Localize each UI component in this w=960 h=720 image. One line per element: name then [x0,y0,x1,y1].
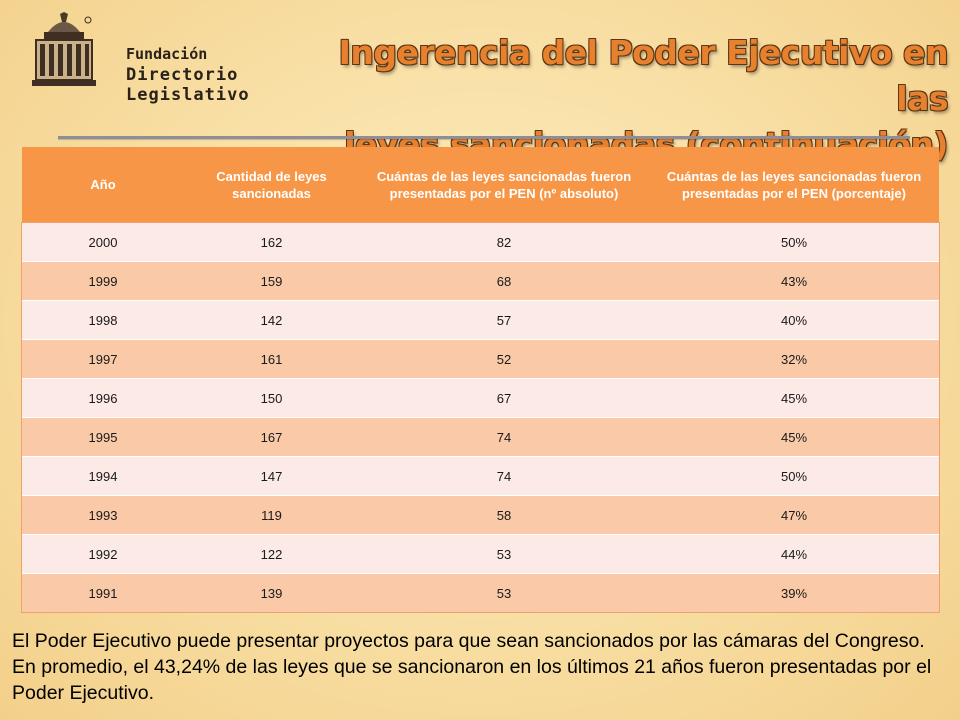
cell-sanctioned: 162 [184,222,359,262]
cell-pen-percentage: 45% [649,417,939,457]
table-row: 1992 122 53 44% [22,534,939,574]
table-row: 1999 159 68 43% [22,261,939,301]
table-row: 1997 161 52 32% [22,339,939,379]
table-row: 1991 139 53 39% [22,573,939,612]
table-row: 1996 150 67 45% [22,378,939,418]
cell-sanctioned: 150 [184,378,359,418]
cell-pen-absolute: 74 [359,456,649,496]
cell-sanctioned: 147 [184,456,359,496]
cell-sanctioned: 167 [184,417,359,457]
cell-pen-absolute: 68 [359,261,649,301]
cell-pen-percentage: 32% [649,339,939,379]
cell-year: 1994 [22,456,184,496]
page-title-line1: Ingerencia del Poder Ejecutivo en las [338,33,949,118]
cell-pen-absolute: 82 [359,222,649,262]
cell-pen-absolute: 74 [359,417,649,457]
header-pen-absolute: Cuántas de las leyes sancionadas fueron … [359,147,649,223]
table-row: 1998 142 57 40% [22,300,939,340]
cell-pen-percentage: 50% [649,222,939,262]
cell-pen-percentage: 40% [649,300,939,340]
cell-year: 1997 [22,339,184,379]
table-header-row: Año Cantidad de leyes sancionadas Cuánta… [22,147,939,223]
header-sanctioned-count: Cantidad de leyes sancionadas [184,147,359,223]
cell-year: 1995 [22,417,184,457]
cell-sanctioned: 119 [184,495,359,535]
summary-note: El Poder Ejecutivo puede presentar proye… [12,630,932,704]
cell-year: 1991 [22,573,184,612]
cell-pen-absolute: 57 [359,300,649,340]
table-row: 1993 119 58 47% [22,495,939,535]
cell-pen-absolute: 53 [359,573,649,612]
cell-pen-absolute: 52 [359,339,649,379]
cell-pen-percentage: 47% [649,495,939,535]
header-year: Año [22,147,184,223]
cell-sanctioned: 159 [184,261,359,301]
logo: Fundación Directorio Legislativo [30,10,320,105]
cell-sanctioned: 122 [184,534,359,574]
cell-pen-percentage: 44% [649,534,939,574]
cell-pen-absolute: 67 [359,378,649,418]
cell-sanctioned: 142 [184,300,359,340]
cell-sanctioned: 161 [184,339,359,379]
cell-year: 1998 [22,300,184,340]
cell-pen-percentage: 43% [649,261,939,301]
cell-year: 1993 [22,495,184,535]
cell-year: 2000 [22,222,184,262]
cell-pen-percentage: 50% [649,456,939,496]
logo-line2: Directorio Legislativo [126,65,250,105]
table-row: 2000 162 82 50% [22,222,939,262]
cell-pen-absolute: 58 [359,495,649,535]
laws-table: Año Cantidad de leyes sancionadas Cuánta… [21,147,940,613]
table-row: 1995 167 74 45% [22,417,939,457]
logo-line1: Fundación [126,45,208,63]
cell-year: 1996 [22,378,184,418]
cell-pen-percentage: 39% [649,573,939,612]
cell-year: 1999 [22,261,184,301]
title-divider [58,136,910,139]
cell-pen-absolute: 53 [359,534,649,574]
table-row: 1994 147 74 50% [22,456,939,496]
cell-pen-percentage: 45% [649,378,939,418]
congress-building-icon [32,12,96,86]
cell-sanctioned: 139 [184,573,359,612]
cell-year: 1992 [22,534,184,574]
header-pen-percentage: Cuántas de las leyes sancionadas fueron … [649,147,939,223]
